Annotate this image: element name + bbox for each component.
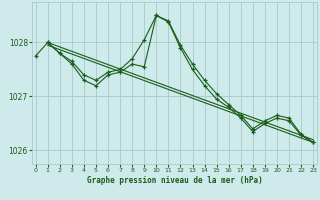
X-axis label: Graphe pression niveau de la mer (hPa): Graphe pression niveau de la mer (hPa) <box>86 176 262 185</box>
